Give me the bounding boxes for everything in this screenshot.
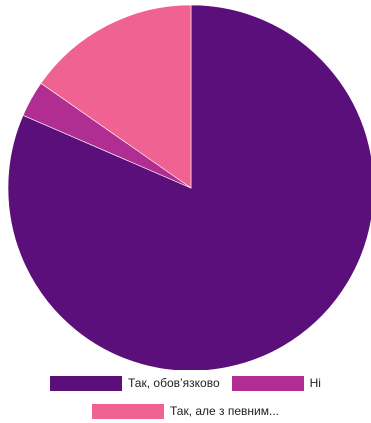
legend-swatch-tak-oboviazkovo: [50, 376, 123, 391]
legend-item-tak-oboviazkovo[interactable]: Так, обов’язково: [50, 376, 220, 391]
legend-item-tak-ale[interactable]: Так, але з певним...: [91, 404, 280, 419]
legend-swatch-ni: [231, 376, 304, 391]
pie-slice-tak-ale[interactable]: [40, 4, 192, 189]
legend-label-tak-ale: Так, але з певним...: [169, 404, 280, 418]
legend-swatch-tak-ale: [91, 404, 164, 419]
legend-row-2: Так, але з певним...: [0, 404, 371, 419]
pie-plot-area: [7, 4, 371, 370]
legend-label-tak-oboviazkovo: Так, обов’язково: [128, 376, 220, 390]
legend-item-ni[interactable]: Ні: [231, 376, 321, 391]
legend-row-1: Так, обов’язково Ні: [0, 376, 371, 391]
legend-label-ni: Ні: [309, 376, 321, 390]
